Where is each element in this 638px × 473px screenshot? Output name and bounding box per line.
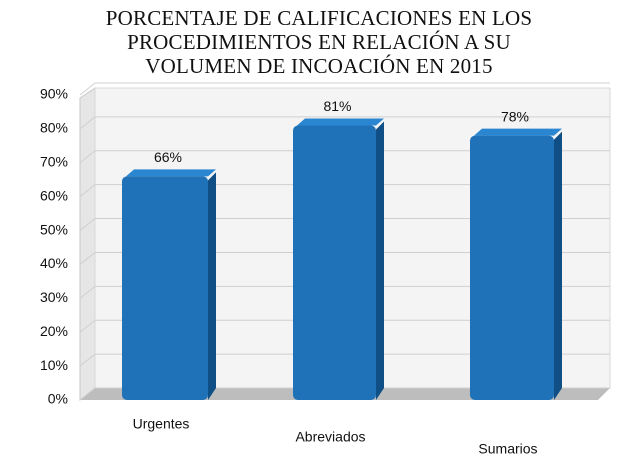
bar-top [126,169,216,177]
bar-top [474,128,562,136]
bar [122,176,208,400]
grid-line [79,184,610,198]
grid-line [79,150,610,164]
chart-title: PORCENTAJE DE CALIFICACIONES EN LOS PROC… [105,6,533,78]
grid-line [79,82,610,96]
bar-side [376,121,384,400]
y-tick-label: 90% [40,86,68,102]
y-tick-label: 30% [40,289,68,305]
y-tick-label: 60% [40,187,68,203]
grid-line [79,218,610,231]
bar [293,125,376,400]
x-tick-label: Sumarios [478,441,537,457]
grid-line [79,353,610,367]
grid-line [79,251,610,265]
x-tick-label: Abreviados [295,429,365,445]
value-label: 78% [501,108,529,124]
bar [470,135,554,400]
bar-top [297,118,384,126]
x-tick-label: Urgentes [133,416,190,432]
y-tick-label: 80% [40,120,68,136]
value-label: 81% [323,98,351,114]
side-wall [79,87,96,402]
y-tick-label: 50% [40,221,68,237]
grid-line [79,319,610,333]
y-tick-label: 0% [48,391,68,407]
bar-side [208,172,216,400]
grid-line [79,116,610,130]
y-tick-label: 20% [40,323,68,339]
grid-line [79,285,610,299]
y-tick-label: 40% [40,255,68,271]
grid-line [79,387,610,401]
y-tick-label: 10% [40,357,68,373]
bar-side [554,131,562,400]
y-tick-label: 70% [40,153,68,169]
value-label: 66% [154,149,182,165]
